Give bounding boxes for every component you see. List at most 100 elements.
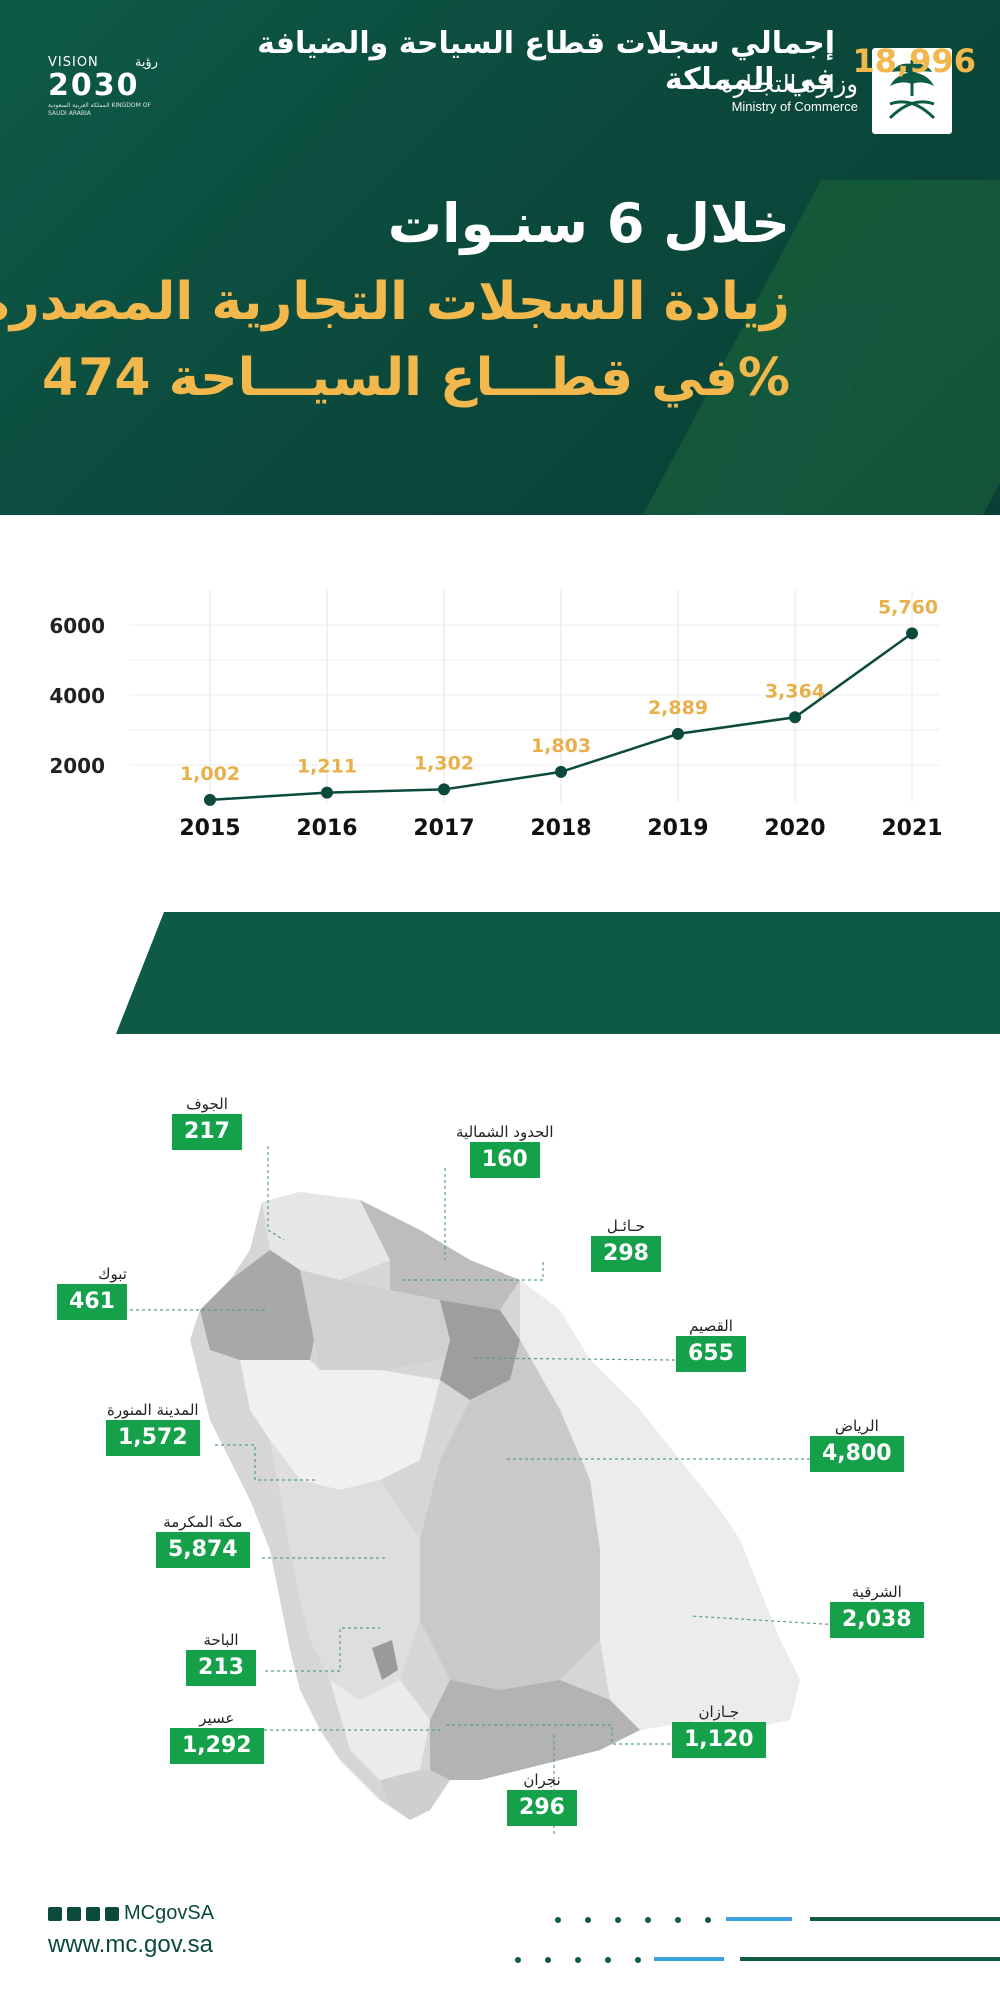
data-label: 1,302: [414, 752, 474, 774]
region-najran: نجران 296: [507, 1770, 577, 1826]
region-name: القصيم: [689, 1317, 733, 1335]
region-value: 1,572: [106, 1420, 200, 1456]
x-tick-label: 2015: [179, 816, 240, 841]
map-region-shape: [430, 1680, 640, 1780]
x-tick-label: 2021: [881, 816, 942, 841]
data-point: [204, 793, 216, 806]
y-tick-label: 4000: [49, 684, 105, 708]
region-baha: الباحة 213: [186, 1630, 256, 1686]
region-value: 217: [172, 1114, 242, 1150]
data-point: [438, 783, 450, 796]
line-chart: 2000 4000 6000 1,002 2015 1,211 2016 1,302 2017 1…: [0, 570, 1000, 860]
data-point: [672, 727, 684, 740]
vision-subtitle: المملكة العربية السعودية KINGDOM OF SAUD…: [48, 102, 151, 117]
ministry-name-ar: وزارة التجـارة: [721, 69, 858, 98]
region-value: 461: [57, 1284, 127, 1320]
region-name: نجران: [523, 1771, 561, 1789]
emblem-icon: [872, 48, 952, 134]
data-point: [555, 765, 567, 778]
youtube-icon[interactable]: [105, 1906, 119, 1921]
region-name: عسير: [199, 1709, 235, 1727]
region-value: 5,874: [156, 1532, 250, 1568]
region-value: 2,038: [830, 1602, 924, 1638]
region-asir: عسير 1,292: [170, 1708, 264, 1764]
vision-2030-logo: VISION رؤية 2030 المملكة العربية السعودي…: [48, 55, 158, 118]
facebook-icon[interactable]: [67, 1906, 81, 1921]
total-label-line-1: إجمالي سجلات قطاع السياحة والضيافة: [257, 26, 835, 61]
region-value: 296: [507, 1790, 577, 1826]
map-region-shape: [270, 1440, 420, 1700]
total-value: 18,996: [852, 42, 976, 80]
vision-label-ar: رؤية: [134, 55, 158, 70]
region-qassim: القصيم 655: [676, 1316, 746, 1372]
x-tick-label: 2020: [764, 816, 825, 841]
region-name: الحدود الشمالية: [456, 1123, 554, 1141]
map-region-shape: [240, 1360, 440, 1490]
data-label: 3,364: [765, 680, 825, 702]
map-region-shape: [200, 1250, 320, 1370]
data-label: 1,211: [297, 756, 357, 778]
map-region-shape: [380, 1770, 450, 1820]
ministry-name-en: Ministry of Commerce: [731, 98, 858, 114]
data-point: [789, 711, 801, 724]
instagram-icon[interactable]: [86, 1906, 100, 1921]
region-name: حـائـل: [606, 1217, 646, 1235]
x-tick-label: 2016: [296, 816, 357, 841]
chart-svg: 2000 4000 6000 1,002 2015 1,211 2016 1,302 2017 1…: [49, 590, 943, 841]
data-label: 2,889: [648, 697, 708, 719]
total-label: إجمالي سجلات قطاع السياحة والضيافة في ال…: [235, 26, 835, 98]
region-name: الشرقية: [851, 1583, 902, 1601]
region-northern-borders: الحدود الشمالية 160: [456, 1122, 554, 1178]
regions-map: الجوف 217 الحدود الشمالية 160 حـائـل 298…: [0, 1080, 1000, 1840]
title-line-3: في قطـــاع السيـــاحة 474%: [41, 348, 790, 408]
map-region-shape: [360, 1200, 520, 1310]
region-makkah: مكة المكرمة 5,874: [156, 1512, 250, 1568]
decorative-dots-lines: [515, 1917, 1000, 1963]
map-region-shape: [300, 1270, 470, 1370]
y-tick-label: 6000: [49, 614, 105, 638]
region-jouf: الجوف 217: [172, 1094, 242, 1150]
region-value: 160: [469, 1142, 540, 1178]
map-region-shape: [420, 1340, 600, 1690]
title-line-1: خلال 6 سنـوات: [387, 192, 790, 255]
region-value: 298: [591, 1236, 661, 1272]
region-tabuk: تبوك 461: [57, 1264, 127, 1320]
region-name: تبوك: [98, 1265, 127, 1283]
ministry-logo: وزارة التجـارة Ministry of Commerce: [721, 48, 952, 134]
map-region-shape: [520, 1280, 800, 1730]
total-label-line-2: في المملكة: [664, 62, 835, 97]
data-point: [906, 627, 918, 640]
region-value: 213: [186, 1650, 256, 1686]
region-name: المدينة المنورة: [107, 1401, 199, 1419]
region-name: مكة المكرمة: [163, 1513, 243, 1531]
twitter-icon[interactable]: [48, 1906, 62, 1921]
vision-label: VISION: [48, 55, 99, 70]
region-jazan: جـازان 1,120: [672, 1702, 766, 1758]
region-name: الجوف: [186, 1095, 228, 1113]
data-point: [321, 786, 333, 799]
region-eastern: الشرقية 2,038: [830, 1582, 924, 1638]
website-link[interactable]: www.mc.gov.sa: [48, 1931, 213, 1958]
x-tick-label: 2017: [413, 816, 474, 841]
map-region-shape: [262, 1192, 400, 1280]
region-value: 4,800: [810, 1436, 904, 1472]
data-label: 1,002: [180, 763, 240, 785]
region-hail: حـائـل 298: [591, 1216, 661, 1272]
saudi-map-icon: [130, 1146, 841, 1834]
header-banner: VISION رؤية 2030 المملكة العربية السعودي…: [0, 0, 1000, 515]
x-tick-label: 2018: [530, 816, 591, 841]
region-name: جـازان: [698, 1703, 740, 1721]
region-value: 655: [676, 1336, 746, 1372]
x-tick-label: 2019: [647, 816, 708, 841]
data-label: 5,760: [878, 596, 938, 618]
map-region-shape: [372, 1640, 398, 1680]
map-region-shape: [440, 1300, 520, 1400]
total-banner: [116, 912, 1000, 1034]
title-line-2: زيادة السجلات التجارية المصدرة: [0, 272, 790, 332]
footer: MCgovSA www.mc.gov.sa: [48, 1902, 214, 1959]
region-madinah: المدينة المنورة 1,572: [106, 1400, 200, 1456]
data-label: 1,803: [531, 735, 591, 757]
region-value: 1,120: [672, 1722, 766, 1758]
social-handle[interactable]: MCgovSA: [124, 1902, 215, 1924]
social-links: MCgovSA: [48, 1902, 214, 1925]
